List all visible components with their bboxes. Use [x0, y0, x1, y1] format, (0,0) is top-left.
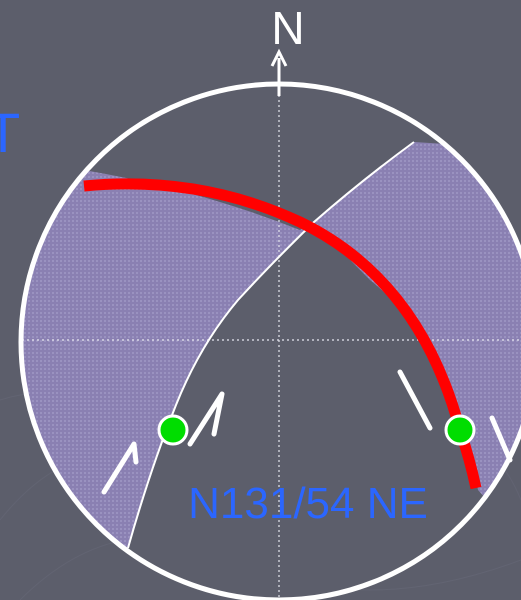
- pole-marker-right: [444, 414, 476, 446]
- partial-title-letter: T: [0, 101, 20, 164]
- plane-trace-line: [127, 141, 415, 549]
- north-arrow-icon: [270, 48, 288, 96]
- shaded-regions: [21, 142, 521, 560]
- north-label: N: [271, 2, 304, 54]
- slip-arrow-icon: [101, 369, 513, 495]
- pole-marker-left: [157, 414, 189, 446]
- plane-orientation-label: N131/54 NE: [188, 479, 428, 528]
- shaded-region-right: [314, 142, 521, 560]
- shaded-region-left: [21, 170, 314, 560]
